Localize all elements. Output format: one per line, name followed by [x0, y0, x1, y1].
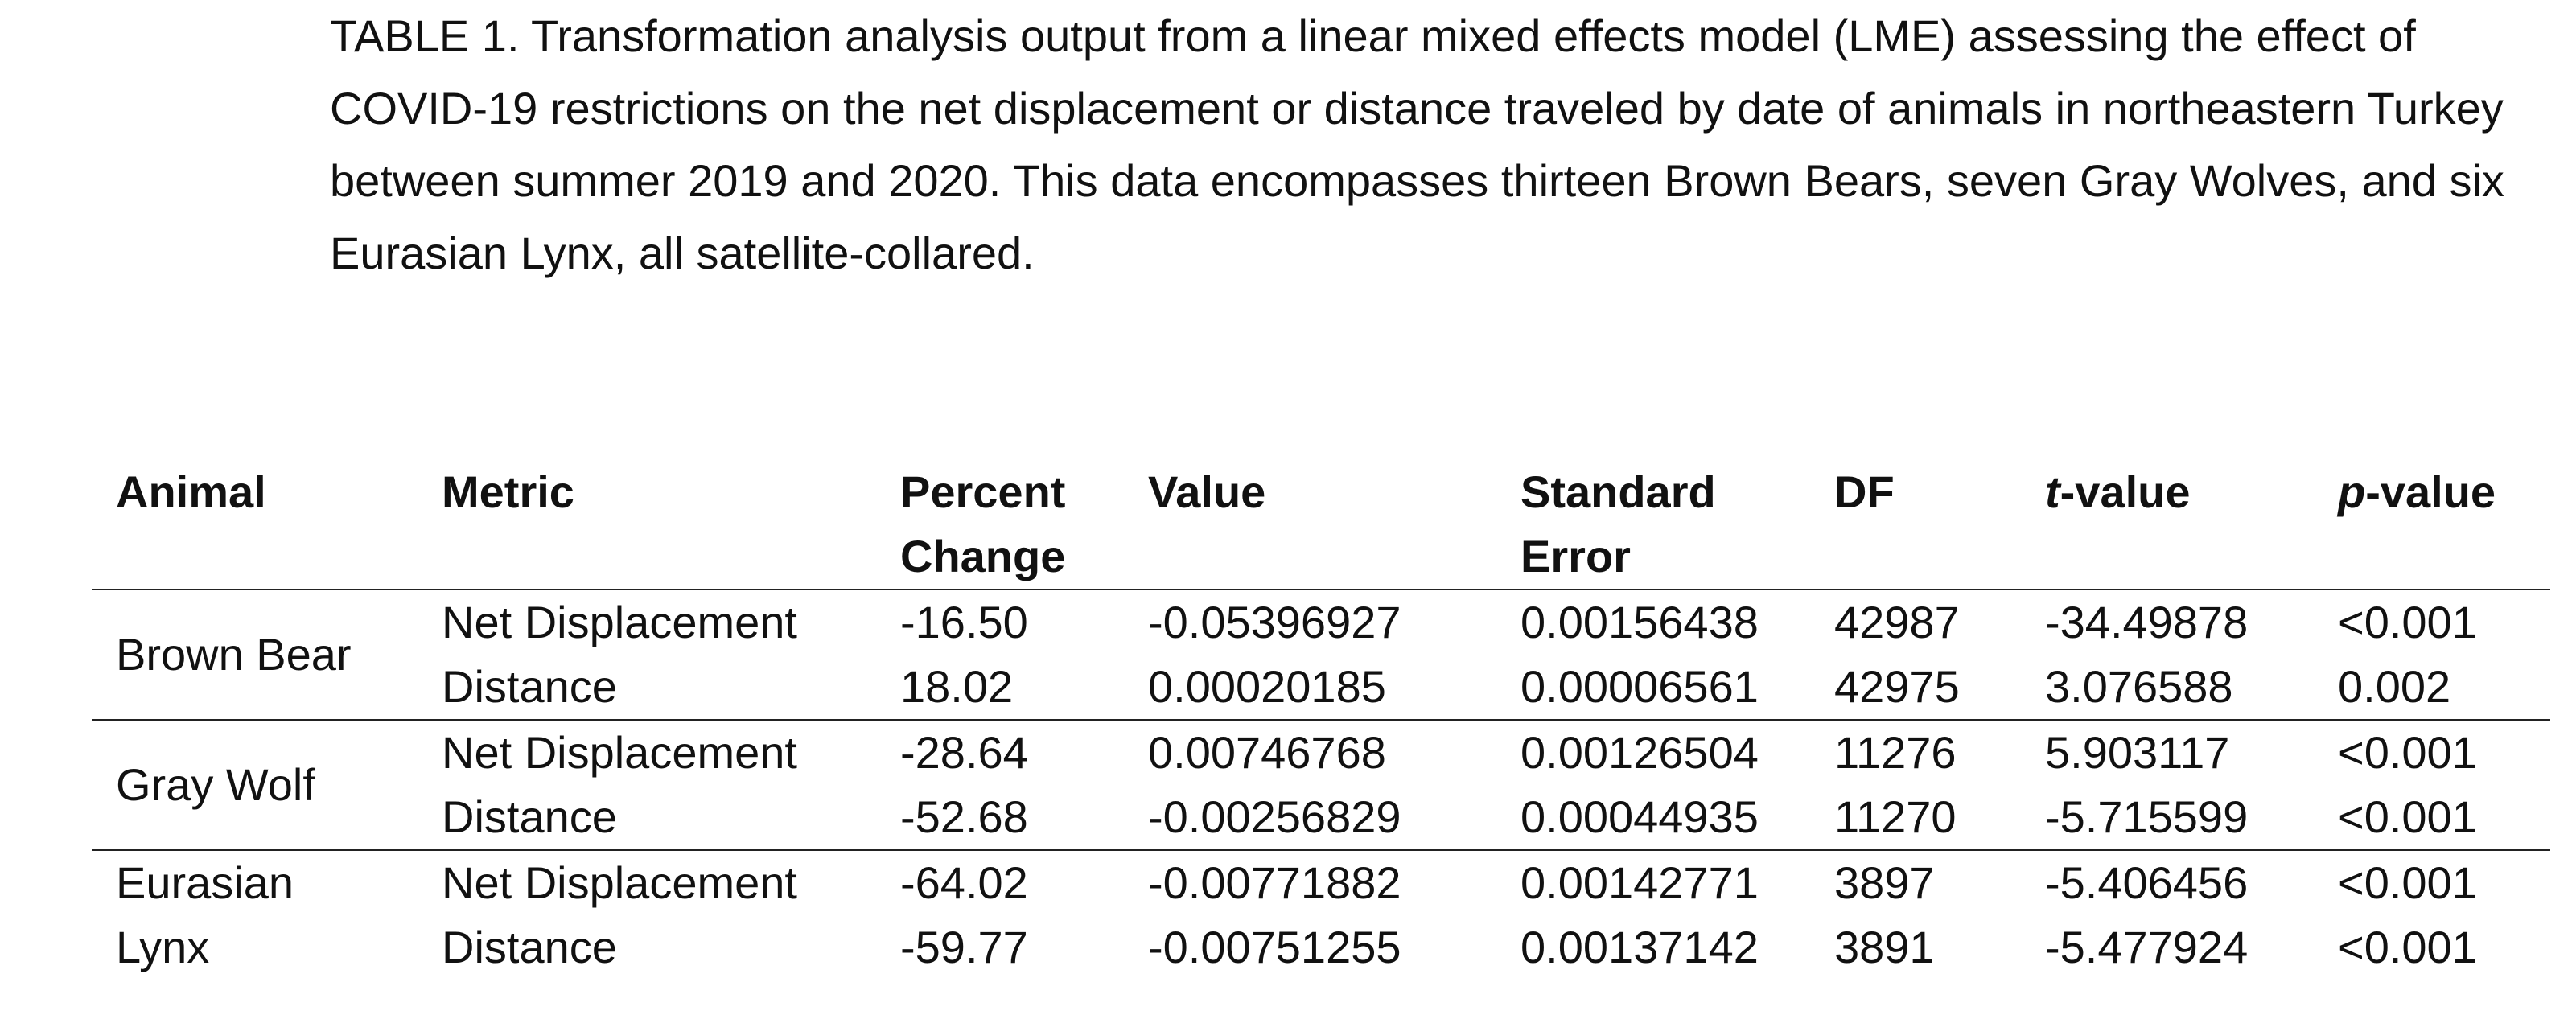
- df-cell: 3897: [1834, 857, 1935, 908]
- header-value: Value: [1148, 466, 1266, 517]
- animal-cell-eurasian-lynx-line2: Lynx: [116, 922, 210, 972]
- table-row: Distance -52.68 -0.00256829 0.00044935 1…: [92, 785, 2550, 850]
- metric-cell: Distance: [442, 661, 617, 712]
- value-cell: 0.00020185: [1148, 661, 1386, 712]
- header-df: DF: [1834, 466, 1895, 517]
- header-row: Animal Metric Percent Change Value Stand…: [92, 460, 2550, 590]
- p-cell: <0.001: [2338, 727, 2477, 778]
- header-t-value: t-value: [2021, 460, 2314, 590]
- value-cell: -0.00751255: [1148, 922, 1401, 972]
- header-p-value: p-value: [2314, 460, 2550, 590]
- metric-cell: Net Displacement: [442, 857, 797, 908]
- animal-cell-gray-wolf: Gray Wolf: [92, 720, 418, 850]
- header-se-line1: Standard: [1520, 466, 1716, 517]
- value-cell: -0.05396927: [1148, 597, 1401, 647]
- t-cell: 3.076588: [2045, 661, 2233, 712]
- percent-cell: -64.02: [900, 857, 1028, 908]
- percent-cell: -28.64: [900, 727, 1028, 778]
- header-standard-error: Standard Error: [1496, 460, 1810, 590]
- se-cell: 0.00126504: [1520, 727, 1759, 778]
- table-row: Brown Bear Net Displacement -16.50 -0.05…: [92, 590, 2550, 680]
- header-p-italic: p: [2338, 466, 2366, 517]
- percent-cell: -52.68: [900, 791, 1028, 842]
- t-cell: -5.477924: [2045, 922, 2249, 972]
- percent-cell: -59.77: [900, 922, 1028, 972]
- header-percent-line2: Change: [900, 531, 1066, 581]
- se-cell: 0.00156438: [1520, 597, 1759, 647]
- se-cell: 0.00142771: [1520, 857, 1759, 908]
- table-row: Gray Wolf Net Displacement -28.64 0.0074…: [92, 720, 2550, 810]
- metric-cell: Net Displacement: [442, 597, 797, 647]
- header-percent-line1: Percent: [900, 466, 1066, 517]
- header-percent-change: Percent Change: [876, 460, 1124, 590]
- se-cell: 0.00006561: [1520, 661, 1759, 712]
- animal-cell-brown-bear: Brown Bear: [92, 590, 418, 720]
- metric-cell: Distance: [442, 791, 617, 842]
- header-metric: Metric: [442, 466, 574, 517]
- t-cell: -5.406456: [2045, 857, 2249, 908]
- animal-cell-eurasian-lynx-line1: Eurasian: [116, 857, 294, 908]
- se-cell: 0.00137142: [1520, 922, 1759, 972]
- value-cell: -0.00771882: [1148, 857, 1401, 908]
- t-cell: -34.49878: [2045, 597, 2249, 647]
- t-cell: -5.715599: [2045, 791, 2249, 842]
- header-animal: Animal: [116, 466, 266, 517]
- value-cell: -0.00256829: [1148, 791, 1401, 842]
- animal-label: Gray Wolf: [116, 759, 315, 810]
- animal-label: Brown Bear: [116, 629, 352, 680]
- df-cell: 42987: [1834, 597, 1960, 647]
- df-cell: 11270: [1834, 791, 1957, 842]
- value-cell: 0.00746768: [1148, 727, 1386, 778]
- df-cell: 11276: [1834, 727, 1957, 778]
- results-table: Animal Metric Percent Change Value Stand…: [92, 460, 2550, 980]
- p-cell: <0.001: [2338, 857, 2477, 908]
- df-cell: 42975: [1834, 661, 1960, 712]
- p-cell: <0.001: [2338, 922, 2477, 972]
- se-cell: 0.00044935: [1520, 791, 1759, 842]
- header-t-rest: -value: [2060, 466, 2191, 517]
- header-se-line2: Error: [1520, 531, 1631, 581]
- metric-cell: Net Displacement: [442, 727, 797, 778]
- header-p-rest: -value: [2365, 466, 2496, 517]
- t-cell: 5.903117: [2045, 727, 2230, 778]
- p-cell: <0.001: [2338, 597, 2477, 647]
- header-t-italic: t: [2045, 466, 2060, 517]
- table-row: Eurasian Net Displacement -64.02 -0.0077…: [92, 850, 2550, 915]
- df-cell: 3891: [1834, 922, 1935, 972]
- p-cell: 0.002: [2338, 661, 2451, 712]
- metric-cell: Distance: [442, 922, 617, 972]
- p-cell: <0.001: [2338, 791, 2477, 842]
- percent-cell: -16.50: [900, 597, 1028, 647]
- table-caption: TABLE 1. Transformation analysis output …: [330, 10, 2504, 278]
- table-row: Lynx Distance -59.77 -0.00751255 0.00137…: [92, 915, 2550, 980]
- percent-cell: 18.02: [900, 661, 1014, 712]
- table-row: Distance 18.02 0.00020185 0.00006561 429…: [92, 655, 2550, 720]
